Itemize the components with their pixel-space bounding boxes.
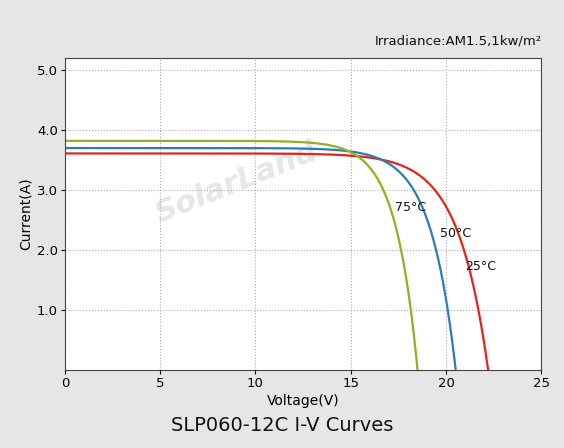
X-axis label: Voltage(V): Voltage(V)	[267, 394, 340, 408]
Text: 75°C: 75°C	[395, 202, 426, 215]
Text: SLP060-12C I-V Curves: SLP060-12C I-V Curves	[171, 416, 393, 435]
Text: 50°C: 50°C	[440, 227, 472, 240]
Y-axis label: Current(A): Current(A)	[19, 177, 33, 250]
Text: SolarLand: SolarLand	[151, 137, 322, 228]
Text: 25°C: 25°C	[465, 260, 496, 273]
Text: Irradiance:AM1.5,1kw/m²: Irradiance:AM1.5,1kw/m²	[374, 34, 541, 47]
